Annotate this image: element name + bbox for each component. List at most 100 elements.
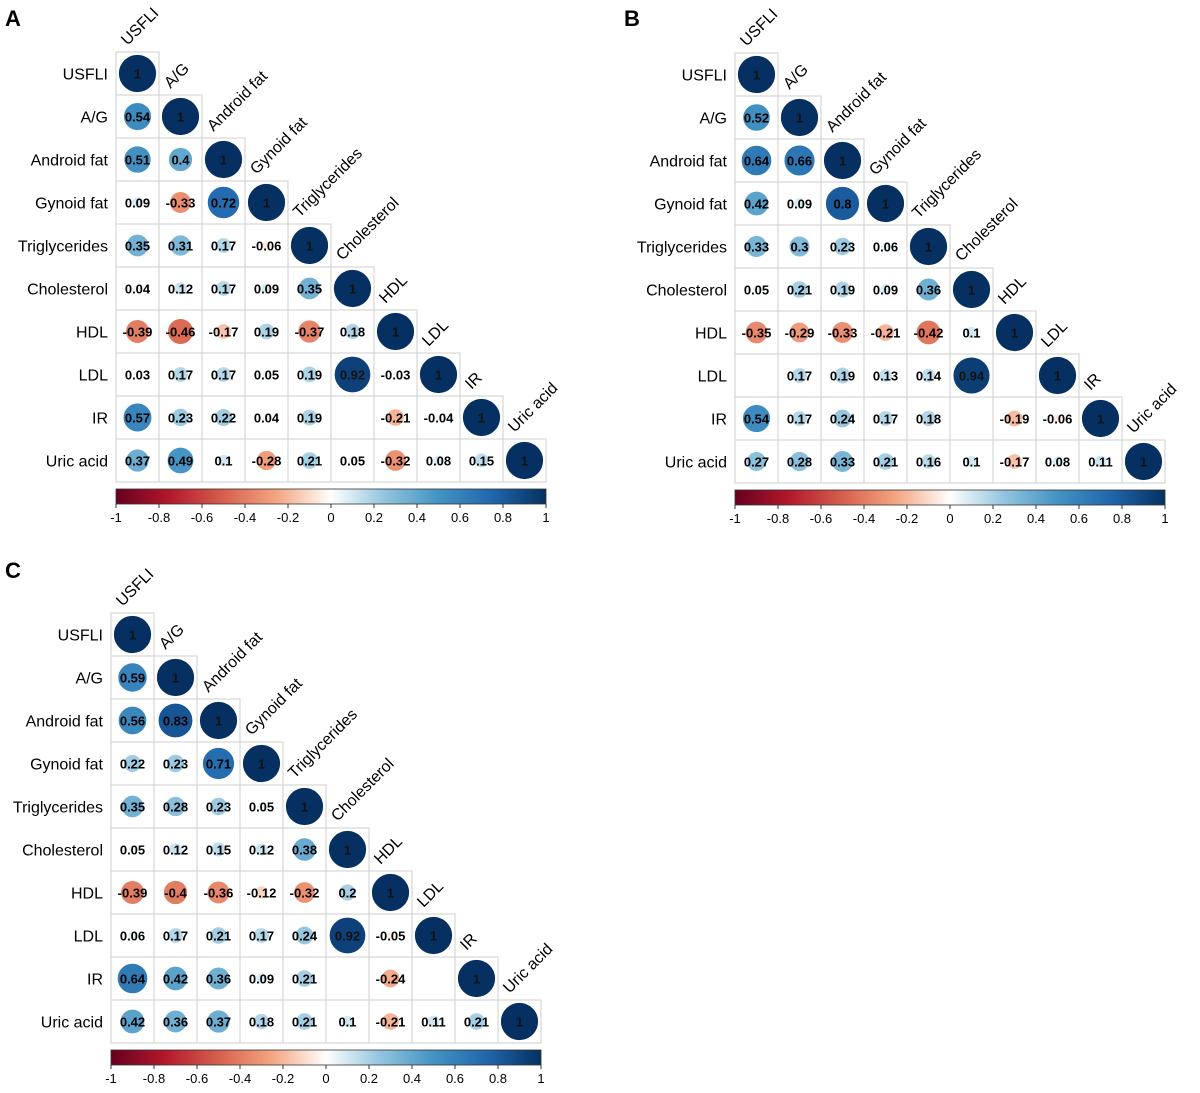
correlation-value: -0.35 (742, 326, 772, 341)
correlation-value: 0.36 (916, 283, 941, 298)
correlation-value: -0.12 (247, 886, 277, 901)
correlation-value: 1 (521, 454, 528, 469)
correlation-circle (877, 410, 894, 427)
row-label: A/G (80, 110, 108, 127)
row-label: LDL (698, 369, 727, 386)
correlation-circle (165, 753, 186, 774)
correlation-value: 0.05 (744, 283, 769, 298)
correlation-circle (791, 367, 808, 384)
correlation-value: 0.21 (292, 1015, 317, 1030)
row-label: Gynoid fat (35, 196, 108, 213)
correlation-value: 0.17 (211, 368, 236, 383)
panel-letter: C (5, 558, 21, 583)
correlation-value: 1 (172, 671, 179, 686)
correlation-value: 0.05 (249, 800, 274, 815)
row-label: Android fat (26, 714, 104, 731)
correlation-circle (215, 280, 232, 297)
correlation-value: -0.33 (166, 196, 196, 211)
correlation-circle (261, 240, 272, 251)
correlation-circle (344, 323, 361, 340)
column-label: IR (457, 930, 480, 953)
correlation-value: -0.4 (164, 886, 187, 901)
column-label: Uric acid (1124, 381, 1180, 437)
correlation-value: 0.05 (340, 454, 365, 469)
correlation-circle (116, 962, 149, 995)
correlation-value: 0.12 (249, 843, 274, 858)
correlation-circle (386, 408, 405, 427)
correlation-value: -0.06 (252, 239, 282, 254)
correlation-value: 0.17 (873, 412, 898, 427)
correlation-circle (297, 319, 322, 344)
correlation-circle (254, 885, 269, 900)
correlation-circle (120, 880, 145, 905)
colorbar-tick-label: 0.2 (360, 1071, 378, 1086)
correlation-value: 0.66 (787, 154, 812, 169)
correlation-value: 0.42 (163, 972, 188, 987)
correlation-value: 0.92 (335, 929, 360, 944)
correlation-value: 0.1 (214, 454, 232, 469)
correlation-value: 0.94 (959, 369, 985, 384)
correlation-value: -0.33 (828, 326, 858, 341)
correlation-value: 0.18 (916, 412, 941, 427)
row-label: Cholesterol (27, 282, 108, 299)
row-label: LDL (79, 368, 108, 385)
correlation-circle (347, 455, 358, 466)
correlation-value: -0.21 (376, 1015, 406, 1030)
row-label: Uric acid (41, 1015, 103, 1032)
row-label: Uric acid (665, 455, 727, 472)
colorbar-tick-label: -0.6 (810, 511, 832, 526)
colorbar-tick-label: 0.2 (365, 510, 383, 525)
colorbar-tick-label: -0.6 (191, 510, 213, 525)
correlation-value: -0.39 (123, 325, 153, 340)
correlation-value: -0.06 (1043, 412, 1073, 427)
correlation-value: 0.16 (916, 455, 941, 470)
correlation-circle (123, 754, 142, 773)
correlation-circle (788, 321, 811, 344)
correlation-value: 1 (301, 800, 308, 815)
correlation-value: 1 (1054, 369, 1061, 384)
correlation-value: 0.33 (830, 455, 855, 470)
correlation-value: 0.27 (744, 455, 769, 470)
correlation-value: 1 (129, 628, 136, 643)
column-label: USFLI (118, 5, 162, 49)
correlation-circle (215, 323, 232, 340)
correlation-circle (123, 102, 152, 131)
row-label: IR (92, 411, 108, 428)
correlation-circle (210, 841, 227, 858)
correlation-value: 0.17 (163, 929, 188, 944)
correlation-value: 0.19 (830, 283, 855, 298)
correlation-circle (462, 398, 501, 437)
correlation-circle (295, 969, 314, 988)
correlation-circle (214, 408, 233, 427)
correlation-circle (117, 662, 148, 693)
correlation-circle (295, 1012, 314, 1031)
correlation-circle (920, 453, 937, 470)
column-label: Triglycerides (290, 145, 366, 221)
row-label: IR (87, 972, 103, 989)
correlation-value: 1 (435, 368, 442, 383)
correlation-circle (878, 368, 893, 383)
correlation-value: 0.04 (125, 282, 151, 297)
correlation-circle (916, 277, 941, 302)
correlation-circle (384, 449, 407, 472)
cell-border (411, 956, 456, 1001)
correlation-value: 0.06 (873, 240, 898, 255)
correlation-value: 0.19 (830, 369, 855, 384)
correlation-circle (783, 144, 816, 177)
correlation-value: 1 (263, 196, 270, 211)
correlation-value: 0.12 (163, 843, 188, 858)
correlation-circle (328, 830, 367, 869)
colorbar-tick-label: -0.2 (896, 511, 918, 526)
correlation-value: 0.64 (120, 972, 146, 987)
correlation-circle (737, 55, 776, 94)
correlation-value: 0.37 (206, 1015, 231, 1030)
correlation-value: 0.38 (292, 843, 317, 858)
correlation-value: -0.21 (871, 326, 901, 341)
correlation-value: 0.4 (171, 153, 190, 168)
correlation-circle (297, 276, 322, 301)
correlation-circle (791, 410, 808, 427)
colorbar-tick-label: 0 (327, 510, 334, 525)
correlation-circle (163, 1009, 188, 1034)
cell-border (282, 913, 327, 958)
correlation-circle (745, 235, 768, 258)
